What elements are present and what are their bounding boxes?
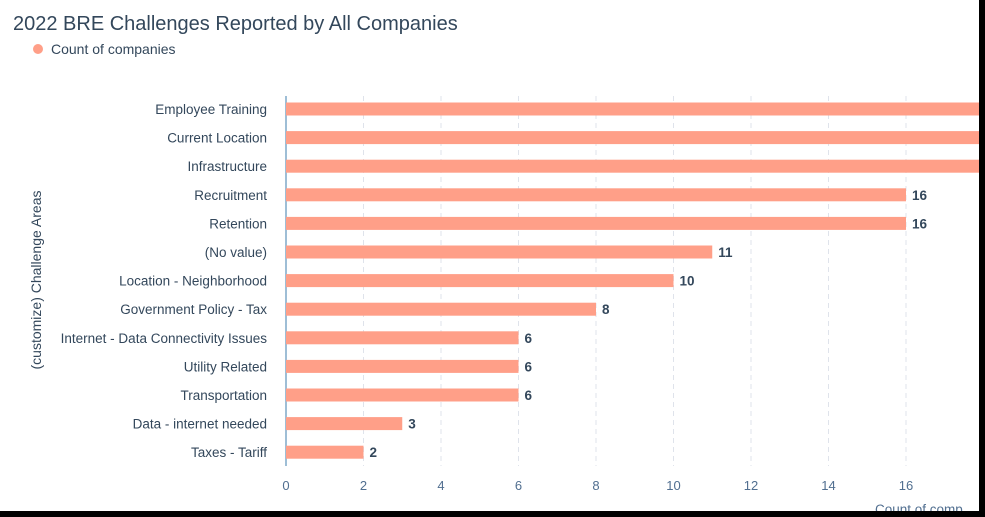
data-label: 16 [912,188,928,203]
category-label: Taxes - Tariff [191,445,267,460]
bar [286,331,519,345]
x-tick-label: 8 [592,478,599,493]
bar [286,274,674,288]
x-tick-label: 14 [821,478,835,493]
category-label: Employee Training [155,102,267,117]
legend-label: Count of companies [51,41,176,57]
data-label: 6 [525,388,533,403]
category-label: Location - Neighborhood [119,274,267,289]
bar [286,131,979,145]
legend[interactable]: Count of companies [33,41,176,57]
data-label: 16 [912,216,928,231]
data-label: 8 [602,302,610,317]
bar [286,359,519,373]
legend-swatch [33,44,43,54]
category-label: Government Policy - Tax [120,302,267,317]
data-label: 10 [680,274,695,289]
bar [286,159,979,173]
bar [286,302,596,316]
category-label: Data - internet needed [133,417,267,432]
data-label: 2 [370,445,378,460]
bar [286,417,403,431]
data-label: 3 [408,417,416,432]
data-label: 11 [718,245,733,260]
x-tick-label: 16 [899,478,913,493]
bar [286,102,979,116]
bar [286,388,519,402]
x-tick-label: 6 [515,478,522,493]
x-tick-label: 0 [282,478,289,493]
bar [286,216,906,230]
x-tick-label: 12 [744,478,758,493]
x-tick-label: 10 [666,478,680,493]
chart-title: 2022 BRE Challenges Reported by All Comp… [13,13,458,35]
data-label: 6 [525,331,533,346]
category-label: (No value) [205,245,267,260]
category-label: Utility Related [184,359,267,374]
category-label: Transportation [180,388,267,403]
x-axis-label: Count of comp [875,502,963,511]
category-label: Retention [209,216,267,231]
x-tick-label: 2 [360,478,367,493]
data-label: 6 [525,359,533,374]
category-label: Internet - Data Connectivity Issues [61,331,268,346]
bar [286,188,906,202]
category-label: Current Location [167,131,267,146]
bar [286,445,364,459]
x-tick-label: 4 [437,478,444,493]
bar [286,245,713,259]
category-label: Recruitment [194,188,267,203]
category-label: Infrastructure [187,159,267,174]
